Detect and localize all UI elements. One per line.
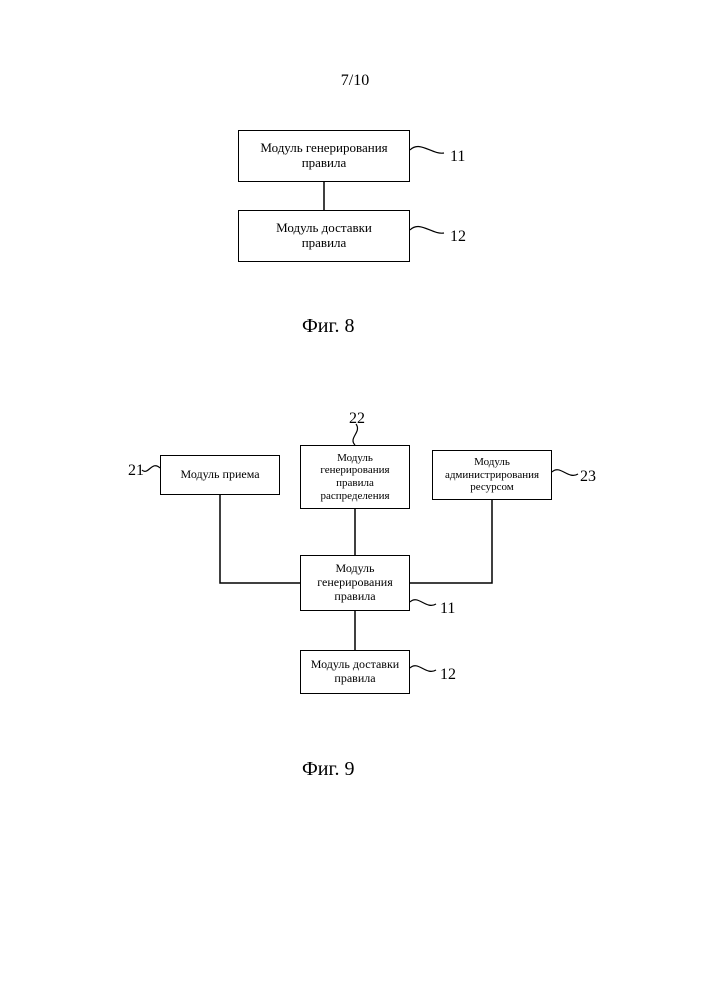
page-root: 7/10 Модуль генерированияправила Модуль … [0, 0, 707, 1000]
fig9-box-21-text: Модуль приема [180, 468, 259, 482]
fig9-box-23: Модульадминистрированияресурсом [432, 450, 552, 500]
fig9-box-11-text: Модульгенерированияправила [317, 562, 392, 603]
fig8-box-11: Модуль генерированияправила [238, 130, 410, 182]
fig9-box-21: Модуль приема [160, 455, 280, 495]
fig9-ref-23: 23 [580, 468, 596, 486]
fig8-ref-11: 11 [450, 148, 465, 166]
fig9-ref-11: 11 [440, 600, 455, 618]
fig9-box-23-text: Модульадминистрированияресурсом [445, 456, 539, 494]
fig9-box-12: Модуль доставкиправила [300, 650, 410, 694]
fig9-box-22-text: Модульгенерированияправилараспределения [320, 452, 389, 503]
page-number: 7/10 [330, 72, 380, 90]
fig8-caption: Фиг. 8 [302, 315, 354, 338]
fig8-ref-12: 12 [450, 228, 466, 246]
fig8-box-12-text: Модуль доставкиправила [276, 221, 372, 251]
fig9-ref-12: 12 [440, 666, 456, 684]
fig9-box-11: Модульгенерированияправила [300, 555, 410, 611]
fig8-box-12: Модуль доставкиправила [238, 210, 410, 262]
fig9-box-22: Модульгенерированияправилараспределения [300, 445, 410, 509]
fig9-ref-22: 22 [349, 410, 365, 428]
fig9-box-12-text: Модуль доставкиправила [311, 658, 399, 686]
fig9-caption: Фиг. 9 [302, 758, 354, 781]
fig9-ref-21: 21 [128, 462, 144, 480]
fig8-box-11-text: Модуль генерированияправила [260, 141, 387, 171]
